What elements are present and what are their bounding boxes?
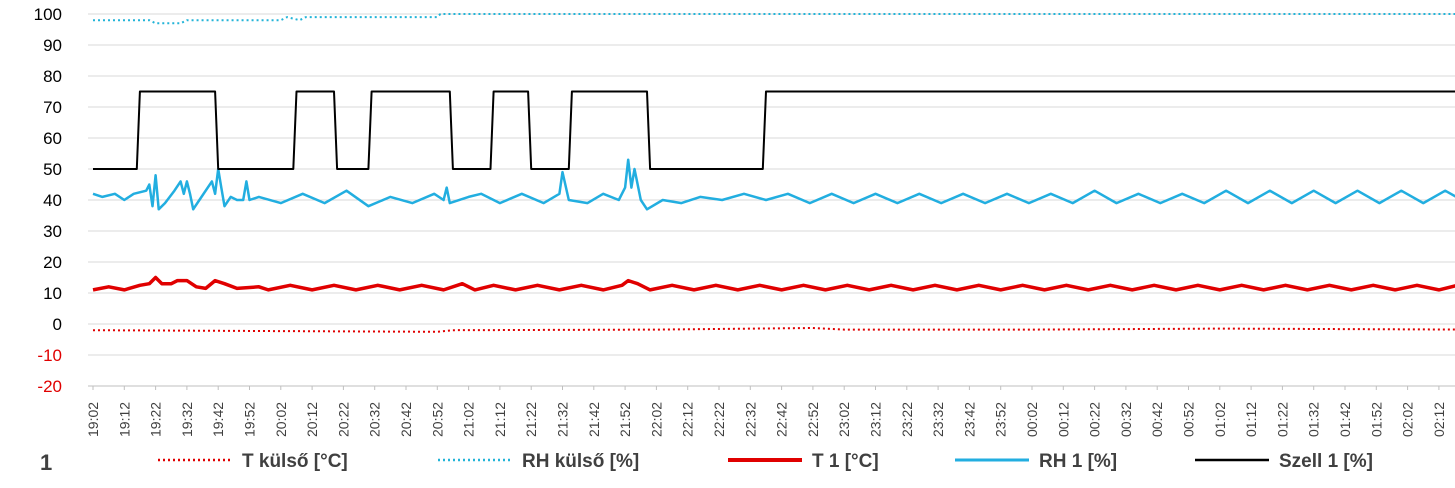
x-tick-label: 20:02 <box>273 402 289 437</box>
y-tick-label: 70 <box>43 98 62 117</box>
x-tick-label: 02:02 <box>1400 402 1416 437</box>
y-tick-label: -10 <box>37 346 62 365</box>
x-tick-label: 19:42 <box>210 402 226 437</box>
y-tick-label: 80 <box>43 67 62 86</box>
y-tick-label: 30 <box>43 222 62 241</box>
x-tick-label: 19:32 <box>179 402 195 437</box>
x-tick-label: 19:02 <box>85 402 101 437</box>
x-tick-label: 00:02 <box>1024 402 1040 437</box>
series-line-1 <box>92 327 1455 333</box>
x-tick-label: 20:12 <box>304 402 320 437</box>
x-tick-label: 01:42 <box>1337 402 1353 437</box>
y-tick-label: 50 <box>43 160 62 179</box>
x-tick-label: 22:22 <box>711 402 727 437</box>
x-tick-label: 23:12 <box>868 402 884 437</box>
x-tick-label: 19:12 <box>116 402 132 437</box>
x-tick-label: 01:22 <box>1274 402 1290 437</box>
x-tick-label: 22:52 <box>805 402 821 437</box>
x-tick-label: 20:22 <box>335 402 351 437</box>
x-tick-label: 21:12 <box>492 402 508 437</box>
legend: T külső [°C] RH külső [%] T 1 [°C] RH 1 [%]… <box>158 451 1373 472</box>
x-tick-label: 22:02 <box>648 402 664 437</box>
x-tick-label: 23:42 <box>961 402 977 437</box>
legend-label: T külső [°C] <box>242 451 348 472</box>
x-tick-label: 23:22 <box>899 402 915 437</box>
y-tick-label: 40 <box>43 191 62 210</box>
x-tick-label: 00:12 <box>1055 402 1071 437</box>
y-tick-label: 0 <box>53 315 62 334</box>
x-tick-label: 21:02 <box>461 402 477 437</box>
x-tick-label: 22:32 <box>742 402 758 437</box>
x-tick-label: 20:42 <box>398 402 414 437</box>
x-tick-label: 22:12 <box>680 402 696 437</box>
x-tick-label: 23:32 <box>930 402 946 437</box>
y-tick-label: 60 <box>43 129 62 148</box>
series-group <box>92 13 1455 333</box>
x-tick-label: 01:02 <box>1212 402 1228 437</box>
series-line-3 <box>92 275 1455 292</box>
x-tick-label: 00:22 <box>1087 402 1103 437</box>
y-tick-label: 90 <box>43 36 62 55</box>
x-tick-label: 02:12 <box>1431 402 1447 437</box>
x-tick-label: 21:32 <box>555 402 571 437</box>
x-tick-label: 01:12 <box>1243 402 1259 437</box>
x-tick-label: 21:22 <box>523 402 539 437</box>
x-tick-label: 23:52 <box>993 402 1009 437</box>
series-line-4 <box>92 158 1455 211</box>
x-tick-label: 19:52 <box>242 402 258 437</box>
x-tick-label: 21:42 <box>586 402 602 437</box>
x-axis: 19:02 19:12 19:22 19:32 19:42 19:52 20:02 20:12… <box>85 386 1447 437</box>
x-tick-label: 22:42 <box>774 402 790 437</box>
x-tick-label: 20:32 <box>367 402 383 437</box>
legend-label: RH külső [%] <box>522 451 639 472</box>
x-tick-label: 00:52 <box>1181 402 1197 437</box>
legend-label: Szell 1 [%] <box>1279 451 1373 472</box>
y-tick-label: 100 <box>34 5 62 24</box>
y-tick-label: -20 <box>37 377 62 396</box>
x-tick-label: 23:02 <box>836 402 852 437</box>
x-tick-label: 19:22 <box>148 402 164 437</box>
corner-label: 1 <box>40 450 52 475</box>
x-tick-label: 01:52 <box>1368 402 1384 437</box>
x-tick-label: 00:42 <box>1149 402 1165 437</box>
series-line-5 <box>93 90 1455 170</box>
gridlines <box>88 13 1455 387</box>
y-tick-label: 20 <box>43 253 62 272</box>
x-tick-label: 20:52 <box>429 402 445 437</box>
x-tick-label: 21:52 <box>617 402 633 437</box>
y-tick-label: 10 <box>43 284 62 303</box>
legend-label: T 1 [°C] <box>812 451 879 472</box>
x-tick-label: 01:32 <box>1306 402 1322 437</box>
x-tick-label: 00:32 <box>1118 402 1134 437</box>
legend-label: RH 1 [%] <box>1039 451 1117 472</box>
